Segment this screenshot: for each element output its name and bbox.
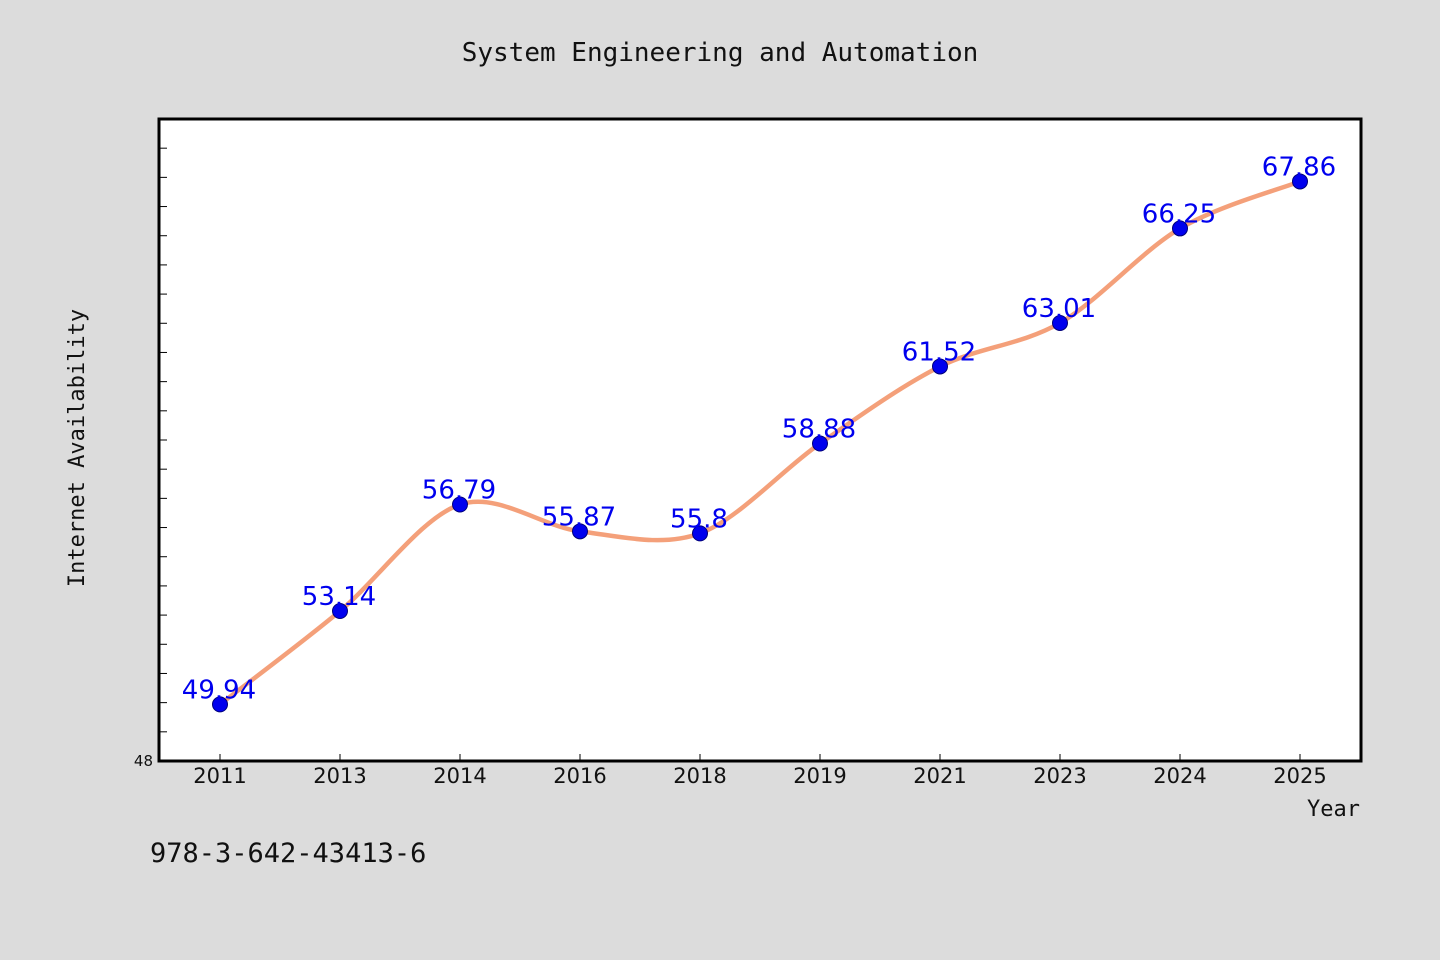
x-tick-label: 2024	[1153, 764, 1206, 788]
data-point	[572, 523, 588, 540]
series-markers	[212, 173, 1308, 713]
data-label: 58.88	[782, 415, 856, 445]
data-point	[452, 496, 468, 513]
x-tick-label: 2016	[553, 764, 606, 788]
data-labels: 49.94 53.14 56.79 55.87 55.8 58.88 61.52 63.01 6…	[182, 152, 1336, 705]
data-point	[1292, 173, 1308, 190]
y-axis-ticks	[159, 147, 167, 762]
x-tick-label: 2014	[433, 764, 486, 788]
data-label: 63.01	[1022, 294, 1096, 324]
data-label: 66.25	[1142, 199, 1216, 229]
x-tick-label: 2019	[793, 764, 846, 788]
x-tick-label: 2025	[1273, 764, 1326, 788]
data-label: 53.14	[302, 582, 376, 612]
data-label: 61.52	[902, 337, 976, 367]
data-point	[212, 696, 228, 713]
data-point	[692, 525, 708, 542]
data-label: 67.86	[1262, 152, 1336, 182]
x-axis-ticks	[219, 754, 1301, 761]
data-point	[812, 435, 828, 452]
data-label: 56.79	[422, 475, 496, 505]
x-axis-label: Year	[1307, 797, 1360, 822]
series-line	[217, 179, 1303, 707]
x-tick-label: 2023	[1033, 764, 1086, 788]
data-label: 55.87	[542, 502, 616, 532]
chart-title: System Engineering and Automation	[462, 38, 979, 68]
y-tick-label-48: 48	[134, 752, 153, 770]
data-point	[1052, 314, 1068, 331]
y-axis-label: Internet Availability	[65, 309, 90, 587]
plot-area	[157, 117, 1363, 763]
data-point	[332, 603, 348, 620]
x-tick-label: 2018	[673, 764, 726, 788]
x-axis-tick-labels: 2011 2013 2014 2016 2018 2019 2021 2023 2024 2025	[193, 764, 1326, 788]
x-tick-label: 2011	[193, 764, 246, 788]
data-label: 55.8	[670, 504, 728, 534]
data-point	[1172, 220, 1188, 237]
data-point	[932, 358, 948, 375]
footer-text: 978-3-642-43413-6	[150, 838, 426, 869]
x-tick-label: 2013	[313, 764, 366, 788]
data-label: 49.94	[182, 675, 256, 705]
x-tick-label: 2021	[913, 764, 966, 788]
